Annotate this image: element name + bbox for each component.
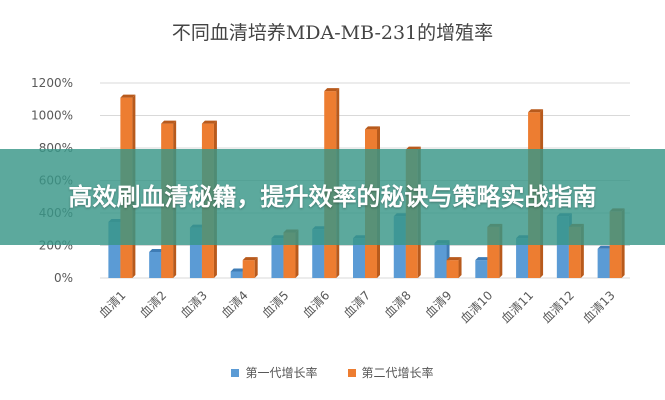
x-tick-label: 血清7 xyxy=(341,288,373,320)
bar-1-血清10 xyxy=(475,260,488,278)
bar-top xyxy=(405,146,421,150)
banner-text: 高效刷血清秘籍，提升效率的秘诀与策略实战指南 xyxy=(68,183,597,211)
chart-title: 不同血清培养MDA-MB-231的增殖率 xyxy=(171,22,494,44)
x-tick-label: 血清3 xyxy=(178,288,210,320)
bar-top xyxy=(446,257,462,261)
legend-swatch xyxy=(347,368,356,377)
bar-top xyxy=(149,249,165,252)
bar-top xyxy=(475,257,491,261)
x-tick-label: 血清8 xyxy=(382,288,414,320)
x-tick-label: 血清12 xyxy=(539,288,577,326)
bar-1-血清4 xyxy=(230,271,243,278)
legend: 第一代增长率 第二代增长率 xyxy=(0,364,665,381)
bar-2-血清4 xyxy=(242,260,255,278)
x-tick-label: 血清1 xyxy=(96,288,128,320)
bar-1-血清5 xyxy=(271,238,284,278)
bar-top xyxy=(201,120,217,124)
bar-top xyxy=(120,94,136,98)
bar-side xyxy=(458,257,462,278)
overlay-banner: 高效刷血清秘籍，提升效率的秘诀与策略实战指南 xyxy=(0,149,665,245)
bar-1-血清13 xyxy=(597,248,610,278)
bar-2-血清9 xyxy=(446,260,459,278)
legend-swatch xyxy=(231,368,240,377)
bar-top xyxy=(597,245,613,249)
legend-item-series-2: 第二代增长率 xyxy=(347,364,434,381)
bar-top xyxy=(161,120,177,124)
bar-1-血清7 xyxy=(353,238,365,278)
bar-side xyxy=(254,257,258,278)
y-tick-label: 0% xyxy=(54,271,73,285)
bar-top xyxy=(324,88,340,92)
bar-top xyxy=(365,126,380,130)
bar-top xyxy=(242,257,258,261)
legend-item-series-1: 第一代增长率 xyxy=(231,364,318,381)
legend-label: 第一代增长率 xyxy=(245,366,318,380)
y-tick-label: 1000% xyxy=(31,109,73,123)
x-tick-label: 血清5 xyxy=(259,288,291,320)
x-tick-label: 血清2 xyxy=(137,288,169,320)
y-tick-label: 1200% xyxy=(31,76,73,90)
bar-top xyxy=(528,109,544,113)
bar-top xyxy=(230,268,246,272)
x-tick-label: 血清10 xyxy=(458,288,496,326)
x-tick-label: 血清9 xyxy=(422,288,454,320)
x-tick-label: 血清4 xyxy=(219,288,251,320)
legend-label: 第二代增长率 xyxy=(361,366,434,380)
bar-1-血清11 xyxy=(516,238,529,278)
bar-1-血清2 xyxy=(149,252,162,278)
x-tick-label: 血清6 xyxy=(300,288,332,320)
bar-1-血清9 xyxy=(434,243,447,278)
x-tick-label: 血清11 xyxy=(499,288,537,326)
x-tick-label: 血清13 xyxy=(580,288,618,326)
